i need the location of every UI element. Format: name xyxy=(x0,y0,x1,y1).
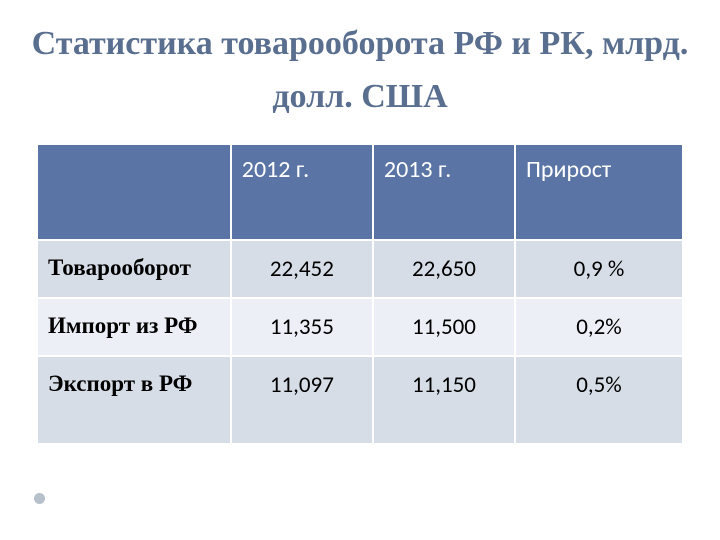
header-2013: 2013 г. xyxy=(373,144,515,240)
row-label-import: Импорт из РФ xyxy=(37,298,231,356)
cell-turnover-2013: 22,650 xyxy=(373,240,515,298)
header-empty xyxy=(37,144,231,240)
page-title: Статистика товарооборота РФ и РК, млрд. … xyxy=(0,0,720,123)
trade-statistics-table: 2012 г. 2013 г. Прирост Товарооборот 22,… xyxy=(36,143,684,445)
cell-export-growth: 0,5% xyxy=(515,356,683,444)
cell-turnover-growth: 0,9 % xyxy=(515,240,683,298)
cell-export-2012: 11,097 xyxy=(231,356,373,444)
cell-export-2013: 11,150 xyxy=(373,356,515,444)
header-2012: 2012 г. xyxy=(231,144,373,240)
table-container: 2012 г. 2013 г. Прирост Товарооборот 22,… xyxy=(0,123,720,445)
table-row: Товарооборот 22,452 22,650 0,9 % xyxy=(37,240,683,298)
cell-import-2012: 11,355 xyxy=(231,298,373,356)
table-header-row: 2012 г. 2013 г. Прирост xyxy=(37,144,683,240)
cell-import-growth: 0,2% xyxy=(515,298,683,356)
decorative-dot-icon xyxy=(34,493,45,504)
row-label-export: Экспорт в РФ xyxy=(37,356,231,444)
row-label-turnover: Товарооборот xyxy=(37,240,231,298)
table-row: Экспорт в РФ 11,097 11,150 0,5% xyxy=(37,356,683,444)
table-row: Импорт из РФ 11,355 11,500 0,2% xyxy=(37,298,683,356)
cell-import-2013: 11,500 xyxy=(373,298,515,356)
header-growth: Прирост xyxy=(515,144,683,240)
cell-turnover-2012: 22,452 xyxy=(231,240,373,298)
